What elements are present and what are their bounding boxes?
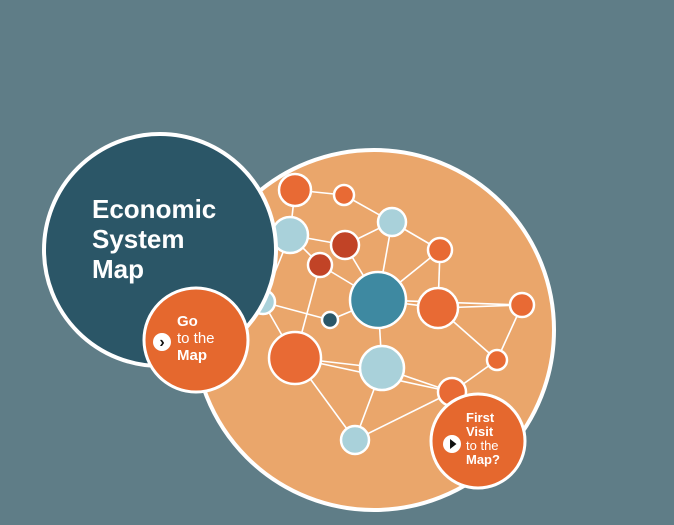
network-node: [487, 350, 507, 370]
chevron-right-icon: ›: [159, 334, 164, 351]
network-node: [331, 231, 359, 259]
network-node: [322, 312, 338, 328]
go-to-map-button-label-1: Go: [177, 313, 198, 330]
network-node: [269, 332, 321, 384]
first-visit-button-label-2: Visit: [466, 424, 494, 439]
go-to-map-button[interactable]: › Goto theMap: [144, 288, 248, 392]
network-node: [378, 208, 406, 236]
network-node: [279, 174, 311, 206]
infographic-root: EconomicSystemMap›Goto theMapFirstVisitt…: [0, 0, 674, 525]
network-node: [360, 346, 404, 390]
network-node: [334, 185, 354, 205]
network-node: [341, 426, 369, 454]
network-node: [510, 293, 534, 317]
title-line-3: Map: [92, 254, 144, 284]
network-node: [418, 288, 458, 328]
first-visit-button-label-4: Map?: [466, 452, 500, 467]
go-to-map-button-label-3: Map: [177, 347, 207, 364]
first-visit-button-label-1: First: [466, 410, 495, 425]
go-to-map-button-label-2: to the: [177, 330, 215, 347]
first-visit-button-label-3: to the: [466, 438, 499, 453]
network-node: [350, 272, 406, 328]
title-line-2: System: [92, 224, 185, 254]
network-node: [428, 238, 452, 262]
network-node: [308, 253, 332, 277]
title-line-1: Economic: [92, 194, 216, 224]
first-visit-button[interactable]: FirstVisitto theMap?: [431, 394, 525, 488]
